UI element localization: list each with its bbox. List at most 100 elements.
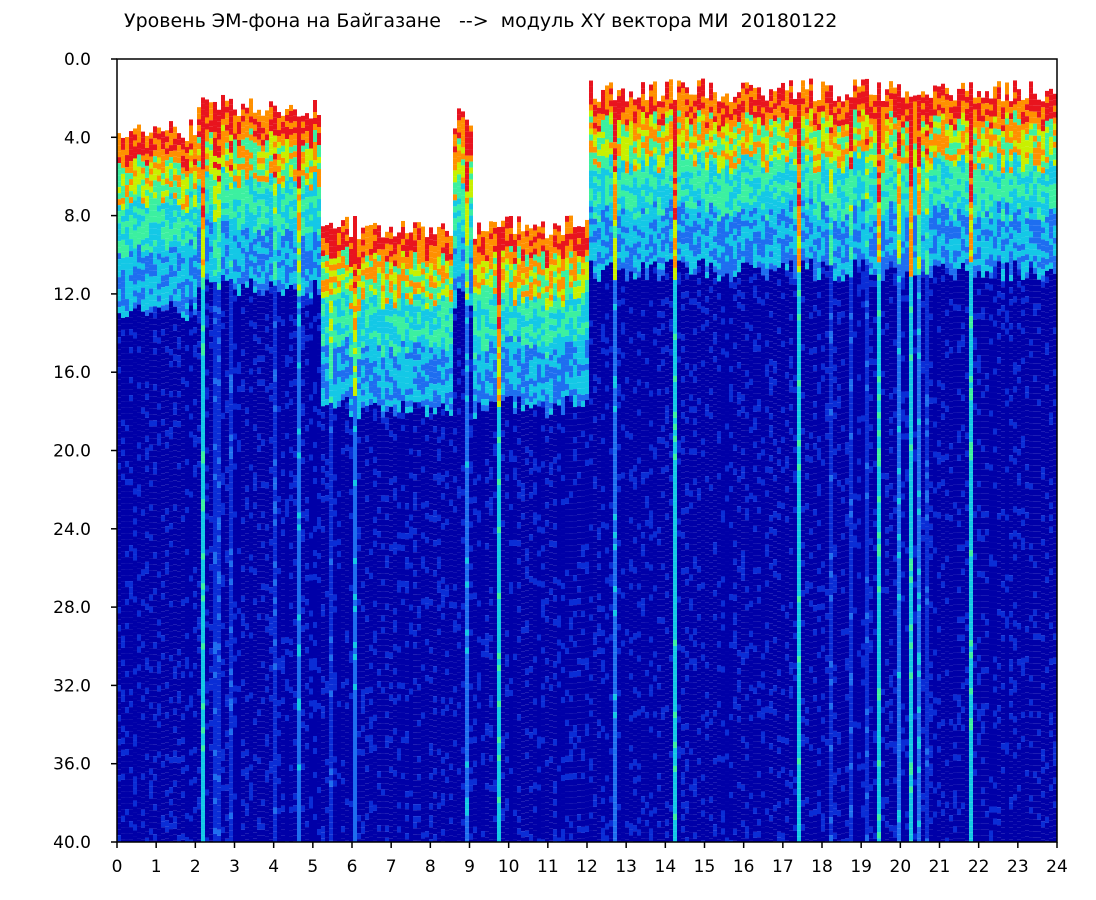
heatmap-cell [125,833,129,840]
heatmap-cell [225,118,229,125]
heatmap-cell [253,586,257,593]
heatmap-cell [161,815,165,822]
heatmap-cell [161,305,165,312]
heatmap-cell [177,307,181,314]
heatmap-cell [161,779,165,786]
heatmap-cell [253,766,257,773]
heatmap-cell [121,485,125,492]
heatmap-cell [237,733,241,740]
heatmap-cell [181,185,185,192]
heatmap-cell [133,566,137,573]
heatmap-cell [145,825,149,832]
heatmap-cell [245,443,249,450]
heatmap-cell [165,532,169,539]
heatmap-cell [217,373,221,380]
heatmap-cell [161,749,165,756]
heatmap-cell [209,432,213,439]
heatmap-cell [197,743,201,750]
heatmap-cell [117,751,121,758]
heatmap-cell [121,149,125,156]
heatmap-cell [125,341,129,348]
heatmap-cell [121,719,125,726]
heatmap-cell [277,220,281,227]
heatmap-cell [257,775,261,782]
heatmap-cell [249,242,253,249]
heatmap-cell [145,153,149,160]
heatmap-cell [249,434,253,441]
heatmap-cell [253,838,257,842]
heatmap-cell [157,517,161,524]
heatmap-cell [121,317,125,324]
heatmap-cell [181,557,185,564]
heatmap-cell [121,479,125,486]
heatmap-cell [185,579,189,586]
heatmap-cell [217,589,221,596]
heatmap-cell [149,648,153,655]
heatmap-cell [197,275,201,282]
heatmap-cell [265,572,269,579]
heatmap-cell [177,733,181,740]
heatmap-cell [141,593,145,600]
heatmap-cell [257,277,261,284]
heatmap-cell [273,501,277,508]
heatmap-cell [193,603,197,610]
heatmap-cell [225,760,229,767]
heatmap-cell [133,404,137,411]
heatmap-cell [217,679,221,686]
heatmap-cell [221,478,225,485]
heatmap-cell [121,809,125,816]
heatmap-cell [189,695,193,702]
heatmap-cell [253,598,257,605]
heatmap-cell [117,385,121,392]
heatmap-cell [213,155,217,162]
heatmap-cell [205,783,209,790]
heatmap-cell [265,224,269,231]
heatmap-cell [273,555,277,562]
heatmap-cell [157,343,161,350]
heatmap-cell [141,779,145,786]
heatmap-cell [273,711,277,718]
heatmap-column [273,105,277,842]
heatmap-cell [253,556,257,563]
heatmap-cell [241,397,245,404]
heatmap-cell [257,499,261,506]
heatmap-cell [129,797,133,804]
heatmap-cell [181,173,185,180]
heatmap-cell [157,367,161,374]
heatmap-column [133,128,137,842]
heatmap-cell [253,202,257,209]
heatmap-cell [257,259,261,266]
heatmap-cell [141,239,145,246]
heatmap-cell [185,273,189,280]
heatmap-cell [273,195,277,202]
heatmap-cell [169,169,173,176]
heatmap-cell [221,352,225,359]
heatmap-cell [277,592,281,599]
heatmap-cell [149,708,153,715]
heatmap-cell [137,412,141,419]
heatmap-cell [165,328,169,335]
heatmap-cell [133,362,137,369]
heatmap-cell [257,685,261,692]
heatmap-cell [209,330,213,337]
heatmap-cell [261,715,265,722]
heatmap-cell [229,212,233,219]
heatmap-cell [137,136,141,143]
heatmap-cell [177,679,181,686]
heatmap-cell [153,606,157,613]
heatmap-cell [241,277,245,284]
heatmap-cell [205,141,209,148]
heatmap-cell [237,457,241,464]
heatmap-cell [217,139,221,146]
heatmap-cell [229,596,233,603]
heatmap-cell [185,627,189,634]
heatmap-cell [265,590,269,597]
heatmap-cell [217,241,221,248]
heatmap-cell [161,797,165,804]
heatmap-cell [229,290,233,297]
heatmap-cell [169,379,173,386]
heatmap-cell [185,189,189,196]
heatmap-cell [273,459,277,466]
heatmap-cell [217,571,221,578]
heatmap-cell [181,137,185,144]
